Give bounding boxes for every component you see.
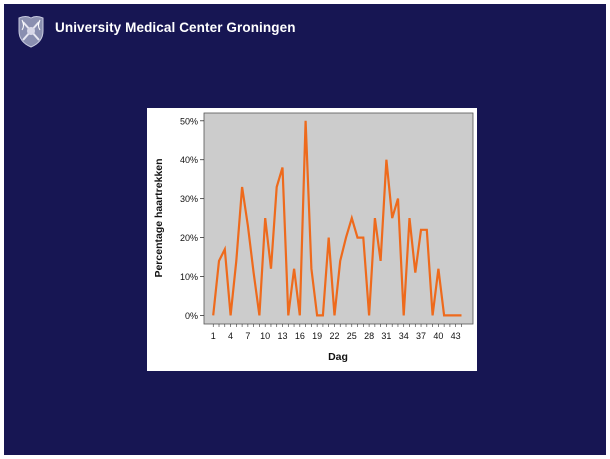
plot-area (203, 112, 474, 325)
chart-panel: 0% 10% 20% 30% 40% 50% 1 4 7 10 13 16 19 22 25 28 31 34 3… (147, 108, 477, 371)
x-tick-label: 19 (312, 331, 322, 341)
x-tick-label: 34 (399, 331, 409, 341)
y-axis-label: Percentage haartrekken (153, 158, 165, 277)
x-tick-label: 25 (347, 331, 357, 341)
y-tick-label: 30% (180, 194, 198, 204)
series-line (212, 120, 462, 317)
x-tick-label: 13 (277, 331, 287, 341)
x-tick-label: 37 (416, 331, 426, 341)
x-axis-label: Dag (328, 351, 348, 363)
x-tick-label: 1 (211, 331, 216, 341)
university-crest-icon (18, 16, 44, 48)
header-title: University Medical Center Groningen (55, 20, 296, 35)
x-tick-label: 28 (364, 331, 374, 341)
y-tick-label: 40% (180, 155, 198, 165)
x-axis: 1 4 7 10 13 16 19 22 25 28 31 34 37 40 43 (211, 324, 462, 341)
presentation-slide: University Medical Center Groningen 0% 10… (4, 4, 606, 455)
y-tick-label: 0% (185, 311, 198, 321)
x-tick-label: 4 (228, 331, 233, 341)
x-tick-label: 22 (329, 331, 339, 341)
y-tick-label: 10% (180, 272, 198, 282)
y-tick-label: 50% (180, 116, 198, 126)
y-axis: 0% 10% 20% 30% 40% 50% (180, 116, 204, 321)
series-group (212, 120, 462, 317)
x-tick-label: 31 (381, 331, 391, 341)
x-tick-label: 40 (433, 331, 443, 341)
x-tick-label: 16 (295, 331, 305, 341)
x-tick-label: 10 (260, 331, 270, 341)
y-tick-label: 20% (180, 233, 198, 243)
line-chart: 0% 10% 20% 30% 40% 50% 1 4 7 10 13 16 19 22 25 28 31 34 3… (153, 112, 474, 363)
x-tick-label: 7 (245, 331, 250, 341)
x-tick-label: 43 (451, 331, 461, 341)
